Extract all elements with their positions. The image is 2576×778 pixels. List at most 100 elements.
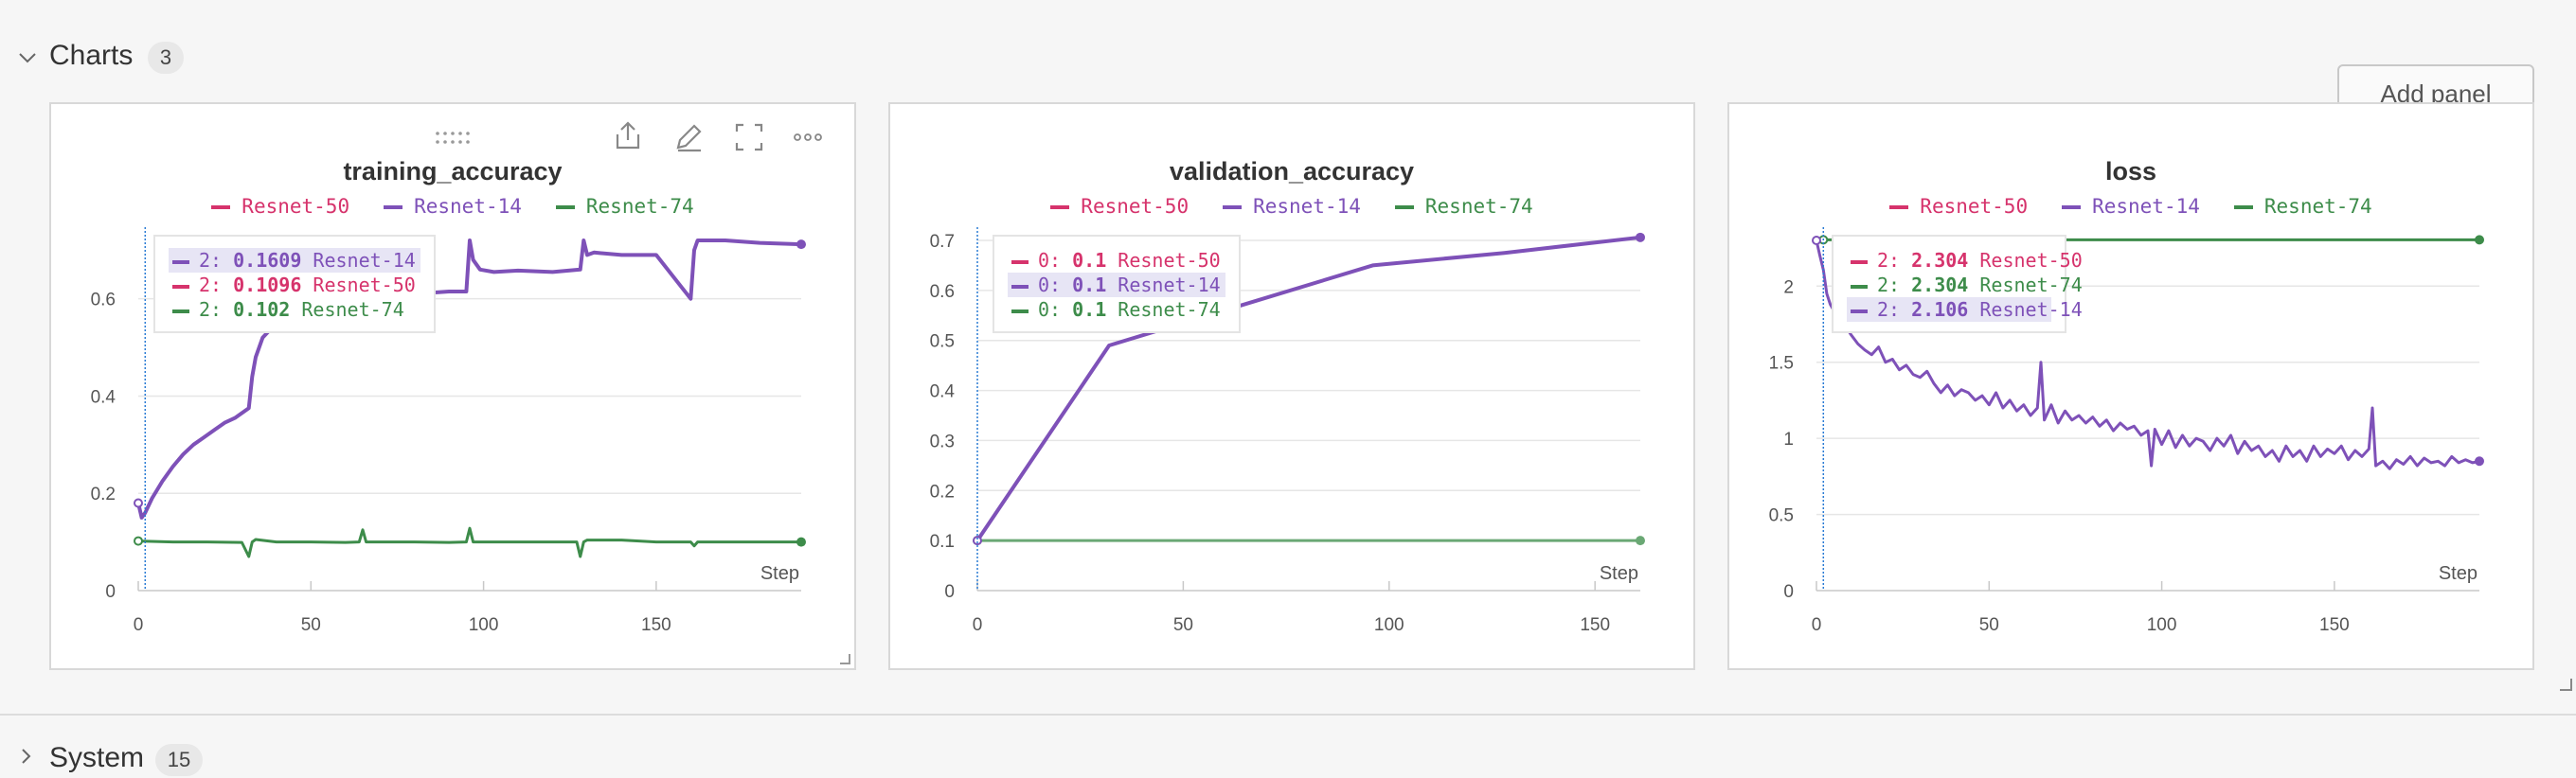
x-axis-label: Step	[760, 563, 799, 584]
chart-title: loss	[2104, 157, 2157, 186]
legend-item[interactable]: Resnet-50	[211, 195, 349, 218]
tooltip-step: 0:	[1038, 249, 1073, 272]
legend-label: Resnet-74	[1424, 195, 1533, 218]
y-tick-label: 0.7	[930, 232, 955, 252]
chevron-down-icon[interactable]	[17, 47, 38, 68]
legend-item[interactable]: Resnet-74	[1394, 195, 1533, 218]
series-start-point	[134, 536, 143, 546]
tooltip-value: 2.106	[1911, 298, 1969, 321]
tooltip-row: 2: 2.106 Resnet-14	[1847, 297, 2083, 322]
chart-panel-loss[interactable]: loss Resnet-50 Resnet-14 Resnet-74 0 0.5 1 1.5 2…	[1727, 102, 2534, 670]
hover-tooltip: 0: 0.1 Resnet-50 0: 0.1 Resnet-14 0: 0.1 R…	[993, 235, 1241, 333]
tooltip-value: 0.1	[1072, 249, 1107, 272]
hover-tooltip: 2: 0.1609 Resnet-14 2: 0.1096 Resnet-50 2:…	[153, 235, 436, 333]
tooltip-series-name: Resnet-50	[1968, 249, 2083, 272]
tooltip-value: 0.1096	[233, 274, 302, 296]
tooltip-series-name: Resnet-74	[1968, 274, 2083, 296]
tooltip-series-name: Resnet-50	[1106, 249, 1221, 272]
tooltip-swatch	[172, 284, 189, 289]
legend-label: Resnet-14	[1253, 195, 1361, 218]
y-tick-label: 0.6	[91, 291, 116, 310]
tooltip-step: 2:	[1877, 249, 1912, 272]
fullscreen-icon[interactable]	[731, 119, 767, 155]
charts-section-header[interactable]: Charts 3 Add panel	[0, 36, 2576, 123]
tooltip-swatch	[172, 259, 189, 264]
tooltip-value: 0.1609	[233, 249, 302, 272]
y-tick-label: 0.4	[930, 382, 956, 402]
legend-swatch	[1050, 205, 1070, 209]
section-title: System	[49, 742, 145, 773]
legend-item[interactable]: Resnet-50	[1889, 195, 2028, 218]
tooltip-row: 2: 0.102 Resnet-74	[169, 297, 420, 322]
legend-label: Resnet-14	[414, 195, 522, 218]
tooltip-swatch	[1851, 259, 1868, 264]
legend-item[interactable]: Resnet-50	[1050, 195, 1189, 218]
chart-plot[interactable]: 0 0.2 0.4 0.6 0 50 100 150 Step	[51, 104, 854, 668]
chart-panel-training-accuracy[interactable]: training_accuracy Resnet-50 Resnet-14 Resne…	[49, 102, 856, 670]
series-end-point	[2475, 456, 2484, 467]
legend-label: Resnet-50	[1920, 195, 2029, 218]
tooltip-step: 2:	[199, 249, 234, 272]
x-tick-label: 150	[641, 615, 671, 635]
legend-item[interactable]: Resnet-14	[1223, 195, 1361, 218]
y-tick-label: 1	[1783, 430, 1794, 450]
tooltip-swatch	[1011, 309, 1029, 313]
tooltip-step: 2:	[1877, 274, 1912, 296]
series-line-resnet-74[interactable]	[137, 526, 801, 558]
legend-label: Resnet-50	[1081, 195, 1190, 218]
tooltip-row: 0: 0.1 Resnet-14	[1008, 273, 1225, 297]
chart-title: training_accuracy	[343, 157, 563, 186]
resize-handle-icon[interactable]	[839, 653, 850, 664]
legend-swatch	[2062, 205, 2082, 209]
y-tick-label: 0	[944, 582, 955, 602]
tooltip-value: 2.304	[1911, 274, 1969, 296]
chart-legend: Resnet-50 Resnet-14 Resnet-74	[890, 195, 1693, 218]
series-start-point	[134, 498, 143, 508]
legend-item[interactable]: Resnet-74	[555, 195, 694, 218]
resize-handle-icon[interactable]	[2559, 678, 2572, 691]
legend-label: Resnet-74	[2263, 195, 2372, 218]
drag-handle-icon[interactable]	[430, 129, 475, 148]
chart-legend: Resnet-50 Resnet-14 Resnet-74	[51, 195, 854, 218]
tooltip-swatch	[1011, 259, 1029, 264]
tooltip-value: 0.1	[1072, 298, 1107, 321]
y-tick-label: 0.5	[1769, 506, 1794, 526]
y-tick-label: 0.3	[930, 432, 955, 451]
x-tick-label: 0	[973, 615, 983, 635]
tooltip-row: 2: 2.304 Resnet-50	[1847, 248, 2083, 273]
series-end-point	[796, 537, 806, 547]
tooltip-value: 0.1	[1072, 274, 1107, 296]
tooltip-step: 2:	[199, 274, 234, 296]
system-section-header[interactable]: System 15	[0, 740, 2576, 778]
series-end-point	[796, 239, 806, 250]
tooltip-series-name: Resnet-14	[301, 249, 416, 272]
legend-item[interactable]: Resnet-74	[2233, 195, 2372, 218]
tooltip-swatch	[1851, 284, 1868, 289]
chevron-right-icon[interactable]	[17, 748, 34, 765]
y-tick-label: 0.1	[930, 532, 955, 552]
legend-item[interactable]: Resnet-14	[384, 195, 522, 218]
legend-label: Resnet-14	[2092, 195, 2200, 218]
legend-item[interactable]: Resnet-14	[2062, 195, 2200, 218]
series-line-resnet-14[interactable]	[975, 235, 1641, 542]
tooltip-swatch	[172, 309, 189, 313]
tooltip-row: 2: 0.1096 Resnet-50	[169, 273, 420, 297]
chart-plot[interactable]: 0 0.1 0.2 0.3 0.4 0.5 0.6 0.7 0 50 100 150 Step	[890, 104, 1693, 668]
section-divider	[0, 714, 2576, 716]
tooltip-value: 2.304	[1911, 249, 1969, 272]
y-tick-label: 0.4	[91, 387, 116, 407]
x-tick-label: 50	[301, 615, 321, 635]
share-icon[interactable]	[610, 119, 646, 155]
x-tick-label: 150	[2319, 615, 2350, 635]
y-tick-label: 2	[1783, 277, 1794, 297]
series-start-point	[973, 536, 982, 546]
tooltip-step: 0:	[1038, 274, 1073, 296]
chart-panel-validation-accuracy[interactable]: validation_accuracy Resnet-50 Resnet-14 Res…	[888, 102, 1695, 670]
more-icon[interactable]	[790, 119, 826, 155]
tooltip-swatch	[1011, 284, 1029, 289]
edit-icon[interactable]	[671, 119, 707, 155]
legend-label: Resnet-74	[585, 195, 694, 218]
series-line-resnet-14[interactable]	[1815, 239, 2480, 470]
chart-plot[interactable]: 0 0.5 1 1.5 2 0 50 100 150 Step	[1729, 104, 2532, 668]
chart-title: validation_accuracy	[1169, 157, 1415, 186]
